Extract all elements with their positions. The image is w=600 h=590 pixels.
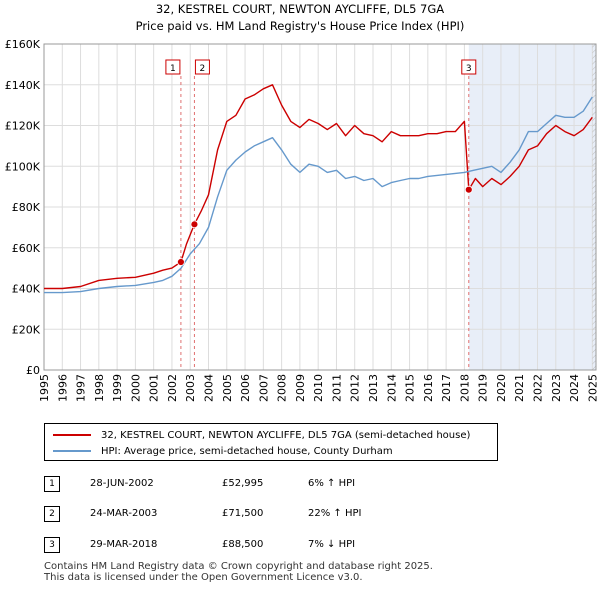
x-tick-label: 2020 <box>495 374 508 402</box>
y-tick-label: £20K <box>12 323 41 336</box>
x-tick-label: 1997 <box>75 374 88 402</box>
x-tick-label: 2007 <box>257 374 270 402</box>
y-tick-label: £40K <box>12 283 41 296</box>
transaction-badge: 2 <box>44 506 60 522</box>
table-row: 1 28-JUN-2002 £52,995 6% ↑ HPI <box>44 476 464 494</box>
y-tick-label: £120K <box>5 120 41 133</box>
price-chart: 32, KESTREL COURT, NEWTON AYCLIFFE, DL5 … <box>5 2 600 402</box>
hatched-region <box>592 44 596 370</box>
table-row: 2 24-MAR-2003 £71,500 22% ↑ HPI <box>44 506 464 524</box>
transaction-marker-label: 1 <box>170 64 176 74</box>
transaction-marker-box <box>165 59 181 75</box>
transaction-price: £88,500 <box>222 539 264 550</box>
transaction-date: 28-JUN-2002 <box>90 478 154 489</box>
x-tick-label: 2015 <box>404 374 417 402</box>
x-tick-label: 2017 <box>440 374 453 402</box>
y-tick-label: £80K <box>12 201 41 214</box>
transaction-price: £52,995 <box>222 478 264 489</box>
x-tick-label: 2006 <box>239 374 252 402</box>
x-tick-label: 2002 <box>166 374 179 402</box>
x-tick-label: 2022 <box>532 374 545 402</box>
transaction-date: 24-MAR-2003 <box>90 508 158 519</box>
legend-item-property: 32, KESTREL COURT, NEWTON AYCLIFFE, DL5 … <box>53 428 470 442</box>
x-tick-label: 2016 <box>422 374 435 402</box>
x-tick-label: 2019 <box>477 374 490 402</box>
x-tick-label: 2009 <box>294 374 307 402</box>
x-tick-label: 2004 <box>203 374 216 402</box>
x-tick-label: 2014 <box>385 374 398 402</box>
transaction-point <box>177 258 185 266</box>
transaction-point <box>464 185 473 194</box>
chart-subtitle: Price paid vs. HM Land Registry's House … <box>136 19 465 33</box>
y-tick-label: £140K <box>5 79 41 92</box>
legend-line-red <box>53 434 91 436</box>
x-tick-label: 2008 <box>276 374 289 402</box>
y-tick-label: £100K <box>5 160 41 173</box>
y-tick-label: £60K <box>12 242 41 255</box>
series-line-hpi <box>44 96 593 294</box>
footer-line-2: This data is licensed under the Open Gov… <box>44 572 363 583</box>
legend-line-blue <box>53 450 91 452</box>
y-tick-label: £0 <box>26 364 40 377</box>
x-tick-label: 2023 <box>550 374 563 402</box>
x-tick-label: 2010 <box>312 374 325 402</box>
plot-frame <box>43 43 597 371</box>
transaction-badge: 3 <box>44 537 60 553</box>
chart-title: 32, KESTREL COURT, NEWTON AYCLIFFE, DL5 … <box>156 2 444 16</box>
table-row: 3 29-MAR-2018 £88,500 7% ↓ HPI <box>44 537 464 555</box>
transaction-marker-box <box>461 59 477 75</box>
footer-line-1: Contains HM Land Registry data © Crown c… <box>44 561 433 572</box>
legend-label-hpi: HPI: Average price, semi-detached house,… <box>101 445 393 457</box>
transaction-badge: 1 <box>44 476 60 492</box>
x-tick-label: 2024 <box>568 374 581 402</box>
transaction-marker-label: 3 <box>466 64 472 74</box>
x-tick-label: 2018 <box>458 374 471 402</box>
transaction-hpi-diff: 7% ↓ HPI <box>308 539 356 550</box>
x-tick-label: 2001 <box>148 374 161 402</box>
x-tick-label: 2011 <box>330 374 343 402</box>
x-tick-label: 2000 <box>129 374 142 402</box>
x-tick-label: 2005 <box>221 374 234 402</box>
transaction-marker-box <box>194 59 210 75</box>
x-tick-label: 2021 <box>513 374 526 402</box>
transaction-price: £71,500 <box>222 508 264 519</box>
transaction-hpi-diff: 22% ↑ HPI <box>308 508 362 519</box>
transaction-marker-label: 2 <box>200 64 206 74</box>
chart-legend: 32, KESTREL COURT, NEWTON AYCLIFFE, DL5 … <box>44 423 498 461</box>
x-tick-label: 1996 <box>56 374 69 402</box>
x-tick-label: 2013 <box>367 374 380 402</box>
x-tick-label: 2012 <box>349 374 362 402</box>
transaction-date: 29-MAR-2018 <box>90 539 158 550</box>
legend-item-hpi: HPI: Average price, semi-detached house,… <box>53 444 393 458</box>
transaction-hpi-diff: 6% ↑ HPI <box>308 478 356 489</box>
x-tick-label: 2025 <box>586 374 599 402</box>
x-tick-label: 1998 <box>93 374 106 402</box>
transaction-point <box>190 220 199 229</box>
footer-attribution: Contains HM Land Registry data © Crown c… <box>44 561 433 583</box>
series-line-property <box>44 84 593 290</box>
x-tick-label: 2003 <box>184 374 197 402</box>
y-tick-label: £160K <box>5 38 41 51</box>
legend-label-property: 32, KESTREL COURT, NEWTON AYCLIFFE, DL5 … <box>101 429 471 441</box>
x-tick-label: 1999 <box>111 374 124 402</box>
x-tick-label: 1995 <box>38 374 51 402</box>
